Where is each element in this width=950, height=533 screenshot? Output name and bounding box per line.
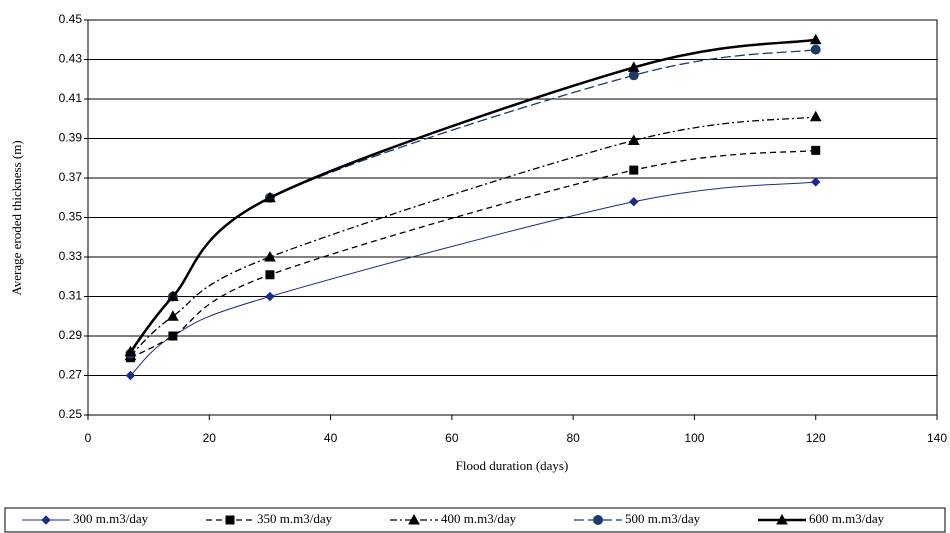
y-tick-label: 0.29 <box>59 328 83 342</box>
legend-label: 500 m.m3/day <box>625 511 701 526</box>
legend-label: 350 m.m3/day <box>257 511 333 526</box>
x-axis-label: Flood duration (days) <box>456 458 569 473</box>
marker <box>810 44 821 55</box>
legend-label: 600 m.m3/day <box>809 511 885 526</box>
marker <box>168 331 178 341</box>
y-tick-label: 0.27 <box>59 368 83 382</box>
x-tick-label: 60 <box>445 431 459 445</box>
marker <box>811 177 821 187</box>
legend-marker <box>225 515 235 525</box>
legend-marker <box>408 513 420 525</box>
x-tick-label: 20 <box>203 431 217 445</box>
marker <box>629 165 639 175</box>
marker <box>124 345 137 357</box>
x-tick-label: 0 <box>85 431 92 445</box>
x-tick-label: 140 <box>927 431 947 445</box>
marker <box>264 191 276 203</box>
legend-marker <box>593 515 603 525</box>
marker <box>264 250 276 262</box>
legend-label: 300 m.m3/day <box>73 511 149 526</box>
marker <box>167 290 179 301</box>
y-tick-label: 0.35 <box>59 210 83 224</box>
x-tick-label: 100 <box>684 431 704 445</box>
y-tick-label: 0.25 <box>59 407 83 421</box>
marker <box>265 291 275 302</box>
y-tick-label: 0.33 <box>59 249 83 263</box>
y-tick-label: 0.39 <box>59 131 83 145</box>
legend-label: 400 m.m3/day <box>441 511 517 526</box>
y-tick-label: 0.43 <box>59 52 83 66</box>
marker <box>265 270 275 280</box>
marker <box>125 370 136 381</box>
series-line <box>130 181 816 376</box>
plot-area <box>87 19 938 416</box>
y-tick-label: 0.37 <box>59 170 83 184</box>
series-line <box>130 149 816 359</box>
marker <box>627 61 640 72</box>
legend-marker <box>41 515 51 525</box>
marker <box>628 70 639 81</box>
marker <box>809 33 822 45</box>
marker <box>167 310 179 321</box>
legend-marker <box>776 513 788 525</box>
marker <box>811 145 821 155</box>
y-tick-label: 0.41 <box>59 91 83 105</box>
marker <box>629 196 639 207</box>
legend-box <box>4 507 946 533</box>
y-tick-label: 0.45 <box>59 12 83 26</box>
series-line <box>130 116 816 357</box>
x-tick-label: 40 <box>324 431 338 445</box>
x-tick-label: 120 <box>806 431 826 445</box>
y-axis-label: Average eroded thickness (m) <box>9 140 24 295</box>
marker <box>627 134 640 145</box>
series-line <box>129 38 816 353</box>
marker <box>809 110 822 122</box>
y-tick-label: 0.31 <box>59 289 83 303</box>
x-tick-label: 80 <box>566 431 580 445</box>
